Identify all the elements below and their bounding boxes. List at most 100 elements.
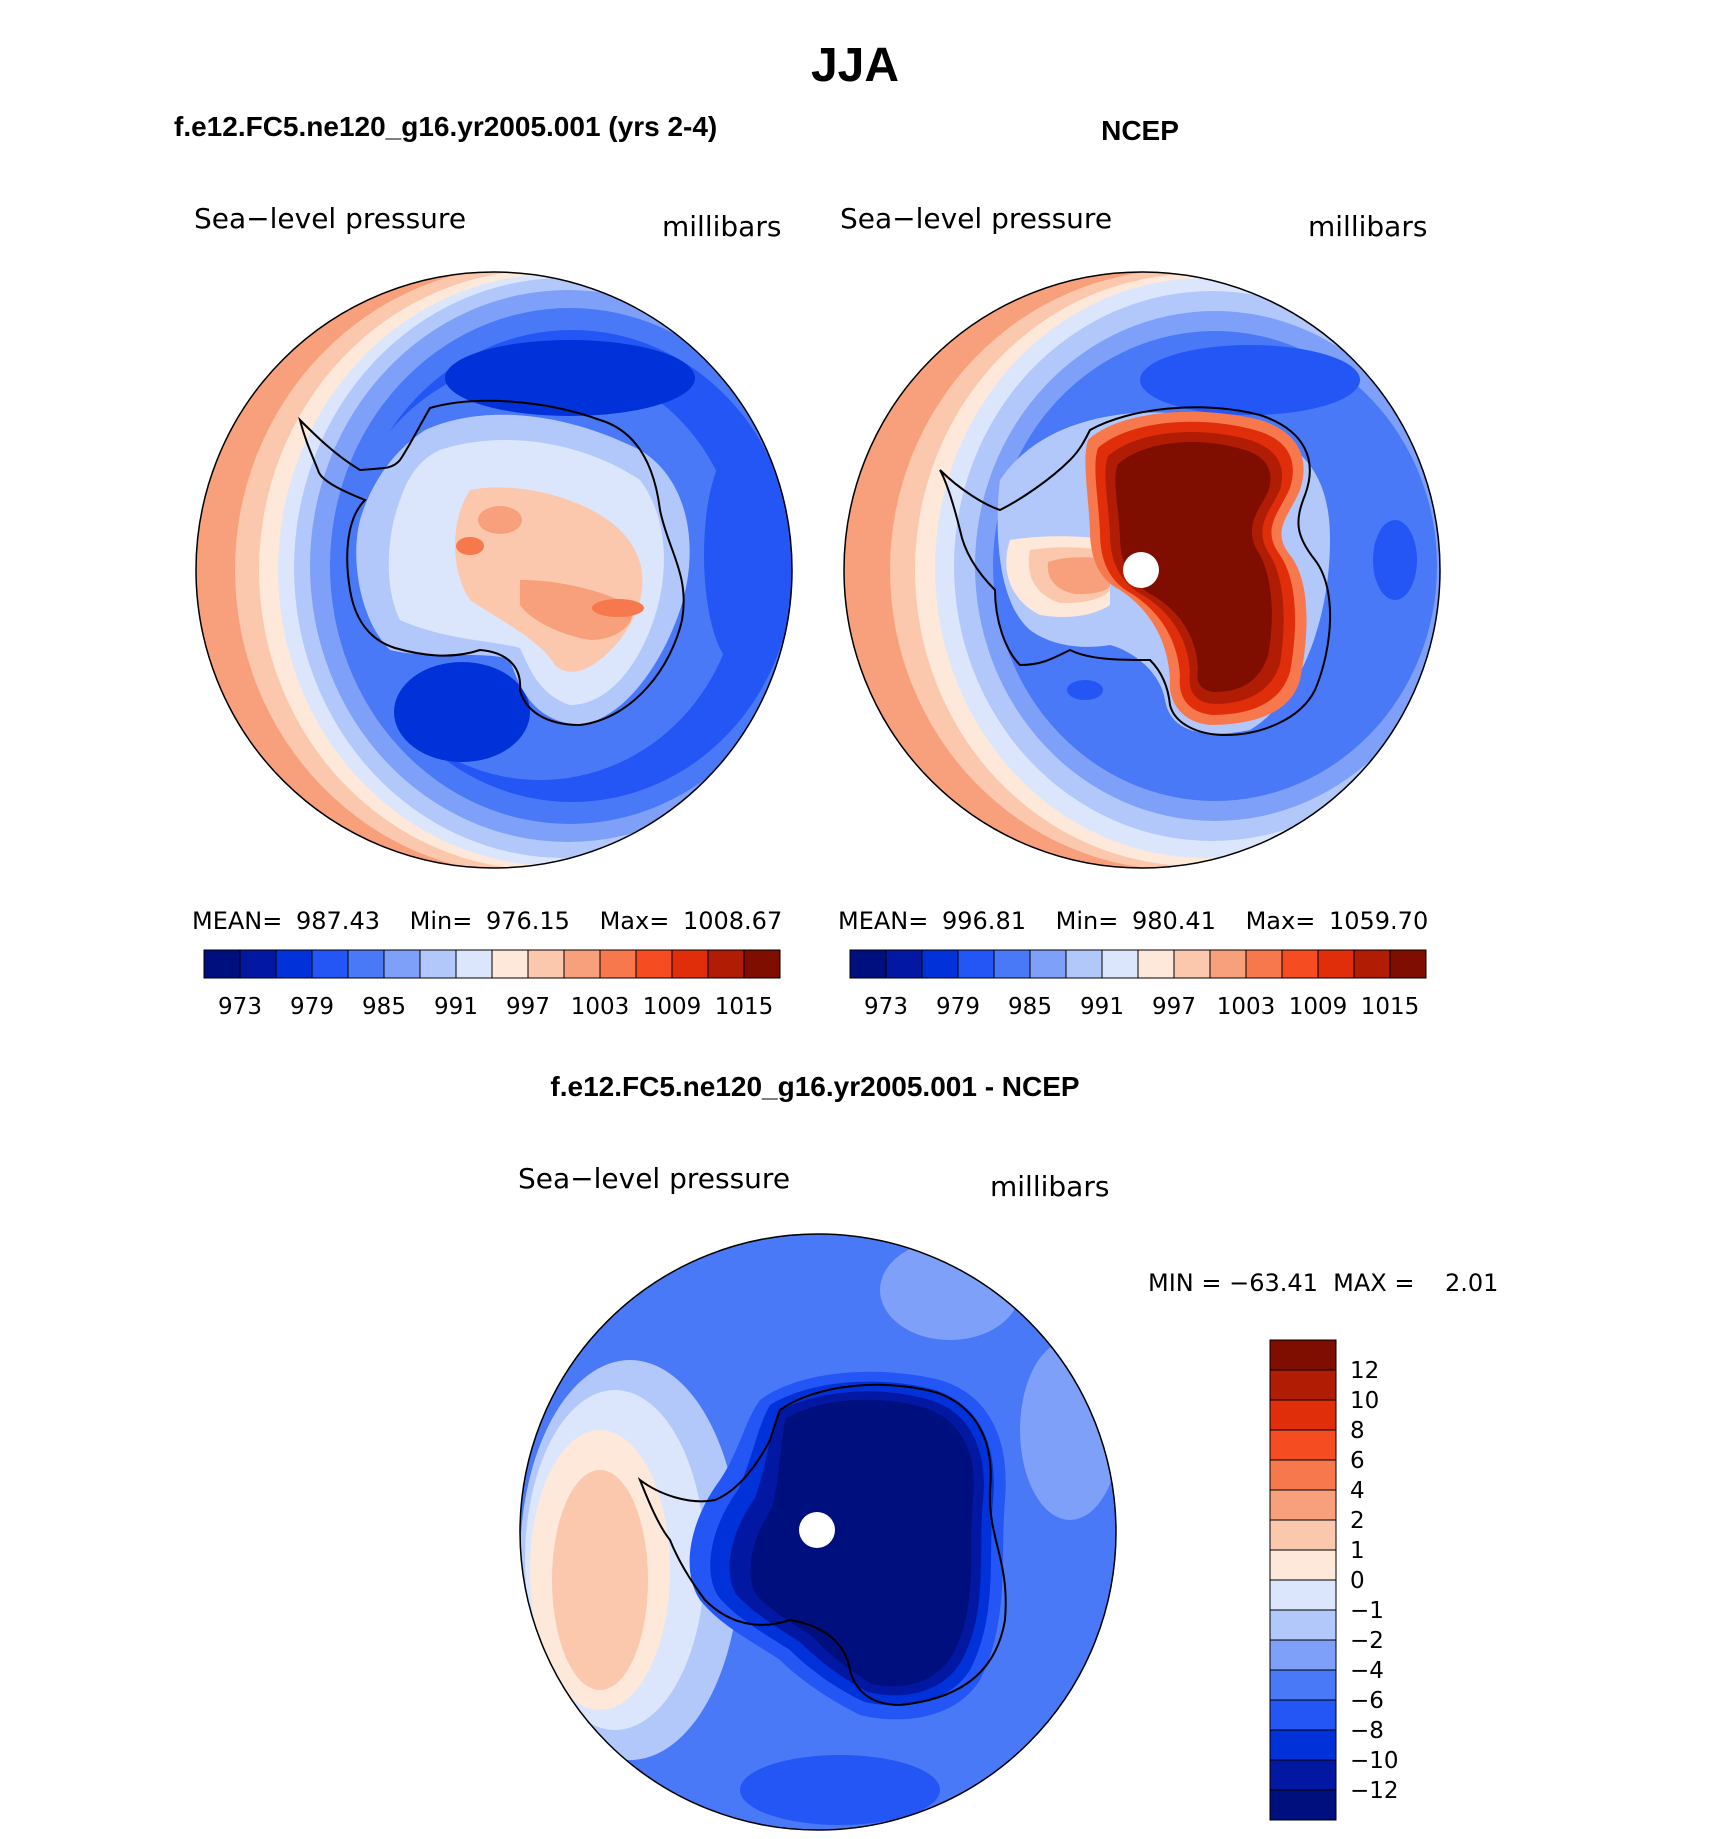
difference-colorbar-box-7 (1269, 1549, 1337, 1581)
obs-colorbar-tick-label: 1009 (1289, 994, 1348, 1020)
obs-colorbar-box-14 (1353, 949, 1391, 979)
obs-slp-map (844, 272, 1440, 868)
obs-colorbar-box-11 (1245, 949, 1283, 979)
difference-colorbar-tick-label: −4 (1350, 1658, 1384, 1684)
difference-colorbar-box-9 (1269, 1609, 1337, 1641)
model-colorbar-tick-label: 985 (362, 994, 406, 1020)
model-case-title: f.e12.FC5.ne120_g16.yr2005.001 (yrs 2-4) (174, 111, 718, 142)
obs-colorbar-tick-label: 1003 (1217, 994, 1276, 1020)
obs-colorbar-box-3 (957, 949, 995, 979)
obs-colorbar-tick-label: 973 (864, 994, 908, 1020)
low-east (704, 445, 772, 665)
model-mean-value: 987.43 (296, 907, 380, 935)
model-min-label: Min= (409, 907, 473, 935)
obs-mean-value: 996.81 (942, 907, 1026, 935)
difference-minmax: MIN = −63.41 MAX = 2.01 (1148, 1269, 1499, 1297)
obs-colorbar-tick-label: 997 (1152, 994, 1196, 1020)
difference-colorbar-tick-label: −2 (1350, 1628, 1384, 1654)
model-colorbar-box-13 (671, 949, 709, 979)
model-colorbar-box-8 (491, 949, 529, 979)
coastline (298, 399, 685, 727)
obs-units-label: millibars (1308, 210, 1428, 243)
obs-map-boundary (843, 271, 1441, 869)
high-peak (592, 599, 644, 617)
model-colorbar-box-0 (203, 949, 241, 979)
difference-colorbar-tick-label: 0 (1350, 1568, 1365, 1594)
difference-colorbar-box-2 (1269, 1399, 1337, 1431)
model-max-value: 1008.67 (682, 907, 783, 935)
difference-colorbar-box-0 (1269, 1339, 1337, 1371)
difference-colorbar-box-13 (1269, 1729, 1337, 1761)
difference-colorbar-box-14 (1269, 1759, 1337, 1791)
page-title: JJA (810, 39, 900, 92)
low-south (1067, 680, 1103, 700)
obs-colorbar-box-1 (885, 949, 923, 979)
model-colorbar-tick-label: 1003 (571, 994, 630, 1020)
obs-colorbar: 973 979 985 991 997 1003 1009 1015 (849, 949, 1427, 1020)
low-south (394, 662, 530, 762)
model-colorbar-box-3 (311, 949, 349, 979)
low-north (445, 340, 695, 416)
obs-colorbar-box-5 (1029, 949, 1067, 979)
obs-stats: MEAN= 996.81 Min= 980.41 Max= 1059.70 (838, 906, 1428, 936)
difference-colorbar-tick-label: −12 (1350, 1778, 1399, 1804)
band-light-orange (552, 1470, 648, 1690)
difference-colorbar-tick-label: 1 (1350, 1538, 1365, 1564)
difference-colorbar-tick-label: 2 (1350, 1508, 1365, 1534)
obs-colorbar-tick-label: 985 (1008, 994, 1052, 1020)
obs-max-label: Max= (1245, 907, 1316, 935)
obs-variable-label: Sea−level pressure (840, 202, 1113, 235)
model-colorbar-tick-label: 973 (218, 994, 262, 1020)
model-colorbar-tick-label: 991 (434, 994, 478, 1020)
pale-north (880, 1240, 1020, 1340)
difference-colorbar-tick-label: 6 (1350, 1448, 1365, 1474)
high-core (1115, 441, 1272, 692)
obs-min-label: Min= (1055, 907, 1119, 935)
obs-colorbar-box-7 (1101, 949, 1139, 979)
model-colorbar-box-9 (527, 949, 565, 979)
model-min-value: 976.15 (485, 907, 570, 935)
difference-units-label: millibars (990, 1170, 1110, 1203)
model-colorbar-box-5 (383, 949, 421, 979)
ridge-orange (1047, 557, 1110, 595)
model-colorbar-box-10 (563, 949, 601, 979)
obs-colorbar-box-8 (1137, 949, 1175, 979)
difference-map-boundary (519, 1233, 1117, 1831)
difference-colorbar-tick-label: 10 (1350, 1388, 1379, 1414)
difference-colorbar-tick-label: 12 (1350, 1358, 1379, 1384)
coastline (637, 1383, 1007, 1707)
low-north (1140, 345, 1360, 415)
low-core (750, 1399, 974, 1687)
pale-east (1020, 1340, 1116, 1520)
model-colorbar-tick-label: 1009 (643, 994, 702, 1020)
high-core (520, 580, 633, 640)
model-colorbar-tick-label: 1015 (715, 994, 774, 1020)
difference-colorbar-tick-label: −10 (1350, 1748, 1399, 1774)
obs-case-title: NCEP (1101, 115, 1179, 146)
obs-colorbar-box-2 (921, 949, 959, 979)
difference-slp-map (520, 1234, 1116, 1830)
model-slp-map (196, 272, 792, 868)
model-colorbar-box-6 (419, 949, 457, 979)
difference-colorbar-tick-label: 8 (1350, 1418, 1365, 1444)
difference-colorbar-tick-label: −6 (1350, 1688, 1384, 1714)
model-colorbar-box-11 (599, 949, 637, 979)
difference-colorbar-box-3 (1269, 1429, 1337, 1461)
model-map-boundary (195, 271, 793, 869)
obs-colorbar-box-4 (993, 949, 1031, 979)
obs-colorbar-box-13 (1317, 949, 1355, 979)
difference-colorbar-box-15 (1269, 1789, 1337, 1821)
model-colorbar-box-2 (275, 949, 313, 979)
obs-pole-gap (1123, 552, 1159, 588)
obs-colorbar-tick-label: 1015 (1361, 994, 1420, 1020)
model-colorbar-tick-label: 997 (506, 994, 550, 1020)
obs-min-value: 980.41 (1131, 907, 1216, 935)
model-max-label: Max= (599, 907, 670, 935)
obs-colorbar-box-10 (1209, 949, 1247, 979)
model-colorbar-tick-label: 979 (290, 994, 334, 1020)
difference-colorbar-box-10 (1269, 1639, 1337, 1671)
low-east (1373, 520, 1417, 600)
difference-variable-label: Sea−level pressure (518, 1162, 791, 1195)
